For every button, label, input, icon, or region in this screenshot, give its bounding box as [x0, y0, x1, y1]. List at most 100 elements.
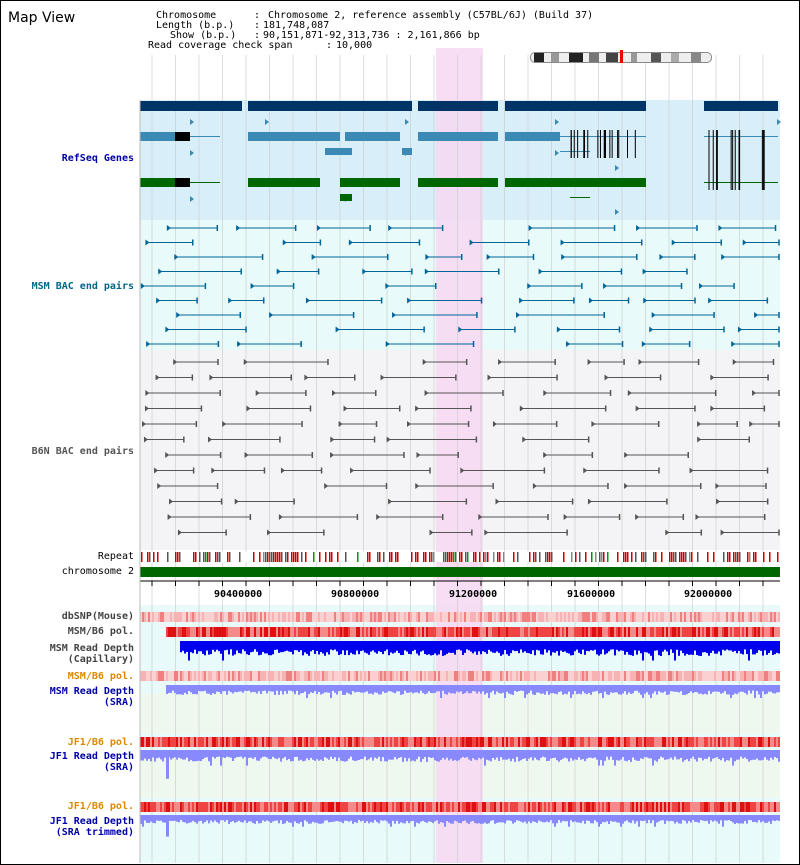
polymorphism-cell [238, 802, 240, 812]
jf1-sra-depth-bar [344, 750, 346, 762]
polymorphism-cell [406, 802, 408, 812]
polymorphism-cell [764, 671, 766, 681]
polymorphism-cell [754, 802, 756, 812]
polymorphism-cell [190, 612, 192, 622]
polymorphism-cell [454, 737, 456, 747]
polymorphism-cell [594, 671, 596, 681]
repeat-element [547, 552, 549, 562]
polymorphism-cell [738, 737, 740, 747]
polymorphism-cell [638, 627, 640, 637]
jf1-trimmed-depth-bar [520, 815, 522, 822]
polymorphism-cell [638, 612, 640, 622]
msm-sra-depth-bar [326, 685, 328, 693]
jf1-sra-depth-bar [256, 750, 258, 761]
jf1-trimmed-depth-bar [160, 815, 162, 821]
polymorphism-cell [626, 671, 628, 681]
polymorphism-cell [398, 627, 400, 637]
polymorphism-cell [414, 802, 416, 812]
b6n-bac-pair-end [407, 421, 412, 427]
polymorphism-cell [198, 627, 200, 637]
polymorphism-cell [352, 612, 354, 622]
msm-capillary-depth-bar [622, 641, 624, 651]
msm-sra-depth-bar [188, 685, 190, 692]
msm-sra-depth-bar [510, 685, 512, 695]
polymorphism-cell [198, 737, 200, 747]
polymorphism-cell [386, 802, 388, 812]
polymorphism-cell [360, 627, 362, 637]
polymorphism-cell [286, 627, 288, 637]
polymorphism-cell [306, 671, 308, 681]
polymorphism-cell [248, 627, 250, 637]
polymorphism-cell [360, 671, 362, 681]
polymorphism-cell [736, 612, 738, 622]
jf1-trimmed-depth-bar [174, 815, 176, 821]
jf1-sra-depth-bar [738, 750, 740, 760]
repeat-element [617, 552, 619, 562]
polymorphism-cell [760, 612, 762, 622]
polymorphism-cell [342, 671, 344, 681]
b6n-bac-pair-end [415, 405, 420, 412]
jf1-trimmed-depth-bar [276, 815, 278, 821]
jf1-sra-depth-bar [430, 750, 432, 758]
jf1-sra-depth-bar [446, 750, 448, 758]
msm-bac-pair-end [392, 312, 397, 318]
polymorphism-cell [636, 671, 638, 681]
msm-sra-depth-bar [760, 685, 762, 698]
repeat-element [669, 552, 671, 562]
msm-capillary-depth-bar [290, 641, 292, 652]
jf1-trimmed-depth-bar [712, 815, 714, 822]
polymorphism-cell [308, 737, 310, 747]
jf1-sra-depth-bar [214, 750, 216, 759]
polymorphism-cell [440, 802, 442, 812]
gene-exon [325, 148, 352, 155]
polymorphism-cell [540, 802, 542, 812]
msm-sra-depth-bar [198, 685, 200, 691]
show-value: 90,151,871-92,313,736 : 2,161,866 bp [263, 30, 480, 41]
jf1-sra-depth-bar [560, 750, 562, 760]
polymorphism-cell [408, 671, 410, 681]
polymorphism-cell [350, 802, 352, 812]
jf1-trimmed-depth-bar [270, 815, 272, 823]
jf1-trimmed-depth-bar [720, 815, 722, 821]
polymorphism-cell [778, 671, 780, 681]
msm-capillary-depth-bar [512, 641, 514, 651]
polymorphism-cell [500, 627, 502, 637]
msm-sra-depth-bar [442, 685, 444, 691]
msm-sra-depth-bar [390, 685, 392, 692]
msm-capillary-depth-bar [540, 641, 542, 655]
polymorphism-cell [194, 627, 196, 637]
polymorphism-cell [496, 627, 498, 637]
polymorphism-cell [556, 737, 558, 747]
msm-capillary-depth-bar [684, 641, 686, 656]
polymorphism-cell [658, 627, 660, 637]
polymorphism-cell [704, 802, 706, 812]
polymorphism-cell [310, 737, 312, 747]
jf1-trimmed-depth-bar [484, 815, 486, 823]
msm-sra-depth-bar [332, 685, 334, 691]
jf1-sra-depth-bar [490, 750, 492, 762]
polymorphism-cell [270, 671, 272, 681]
msm-capillary-depth-bar [518, 641, 520, 654]
polymorphism-cell [648, 612, 650, 622]
jf1-trimmed-depth-bar [638, 815, 640, 827]
polymorphism-cell [276, 627, 278, 637]
polymorphism-cell [142, 737, 144, 747]
jf1-trimmed-depth-bar [406, 815, 408, 821]
jf1-sra-depth-bar [532, 750, 534, 761]
msm-sra-depth-bar [632, 685, 634, 694]
polymorphism-cell [252, 802, 254, 812]
polymorphism-cell [310, 612, 312, 622]
msm-sra-depth-bar [488, 685, 490, 698]
jf1-trimmed-depth-bar [724, 815, 726, 821]
polymorphism-cell [440, 612, 442, 622]
jf1-sra-depth-bar [366, 750, 368, 761]
polymorphism-cell [582, 737, 584, 747]
polymorphism-cell [498, 802, 500, 812]
jf1-sra-depth-bar-spike [166, 750, 169, 779]
repeat-element [199, 552, 201, 562]
polymorphism-cell [756, 627, 758, 637]
polymorphism-cell [528, 802, 530, 812]
repeat-element [279, 552, 281, 562]
polymorphism-cell [726, 612, 728, 622]
msm-capillary-depth-bar [472, 641, 474, 654]
